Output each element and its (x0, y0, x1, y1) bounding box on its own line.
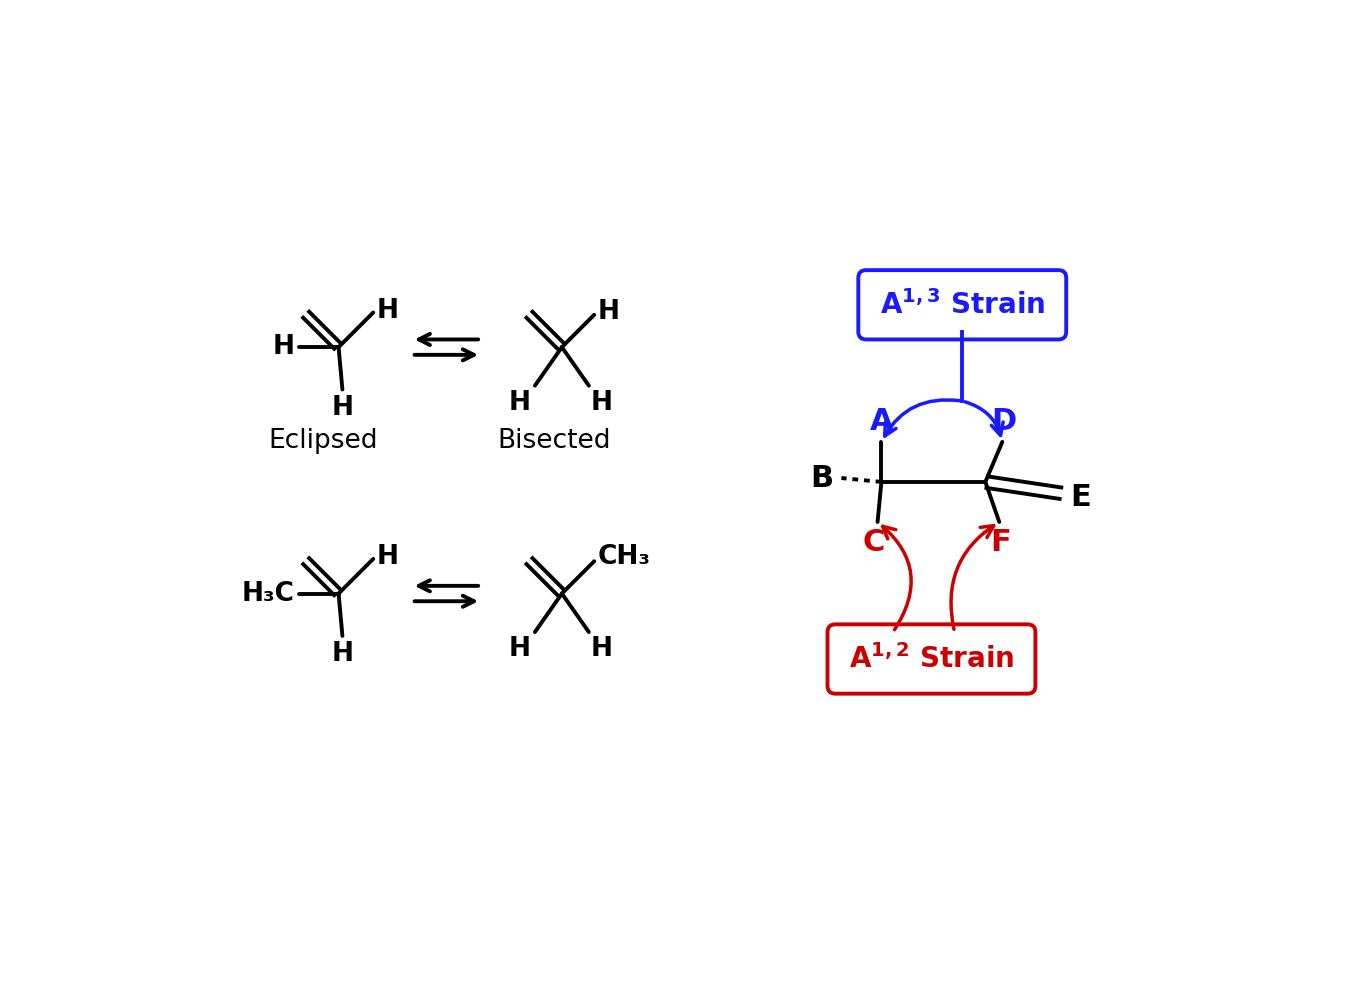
Text: CH₃: CH₃ (598, 544, 651, 570)
FancyBboxPatch shape (859, 270, 1067, 339)
Text: H: H (598, 299, 620, 325)
Text: C: C (863, 528, 885, 557)
FancyBboxPatch shape (828, 624, 1035, 694)
Text: Bisected: Bisected (498, 428, 611, 454)
Text: H: H (509, 636, 531, 662)
Text: E: E (1071, 483, 1091, 512)
Text: $\mathbf{A^{1,3}}$ Strain: $\mathbf{A^{1,3}}$ Strain (879, 290, 1045, 320)
Text: H: H (377, 544, 399, 570)
Text: D: D (991, 407, 1016, 436)
Text: H: H (509, 389, 531, 416)
Text: H: H (590, 636, 612, 662)
Text: Eclipsed: Eclipsed (269, 428, 377, 454)
Text: H: H (377, 298, 399, 324)
Text: H: H (590, 389, 612, 416)
Text: H₃C: H₃C (242, 581, 294, 607)
Text: A: A (870, 407, 893, 436)
Text: H: H (331, 395, 353, 421)
Text: $\mathbf{A^{1,2}}$ Strain: $\mathbf{A^{1,2}}$ Strain (849, 644, 1014, 674)
Text: B: B (810, 464, 833, 493)
Text: H: H (273, 334, 294, 360)
Text: H: H (331, 641, 353, 667)
Text: F: F (991, 528, 1011, 557)
